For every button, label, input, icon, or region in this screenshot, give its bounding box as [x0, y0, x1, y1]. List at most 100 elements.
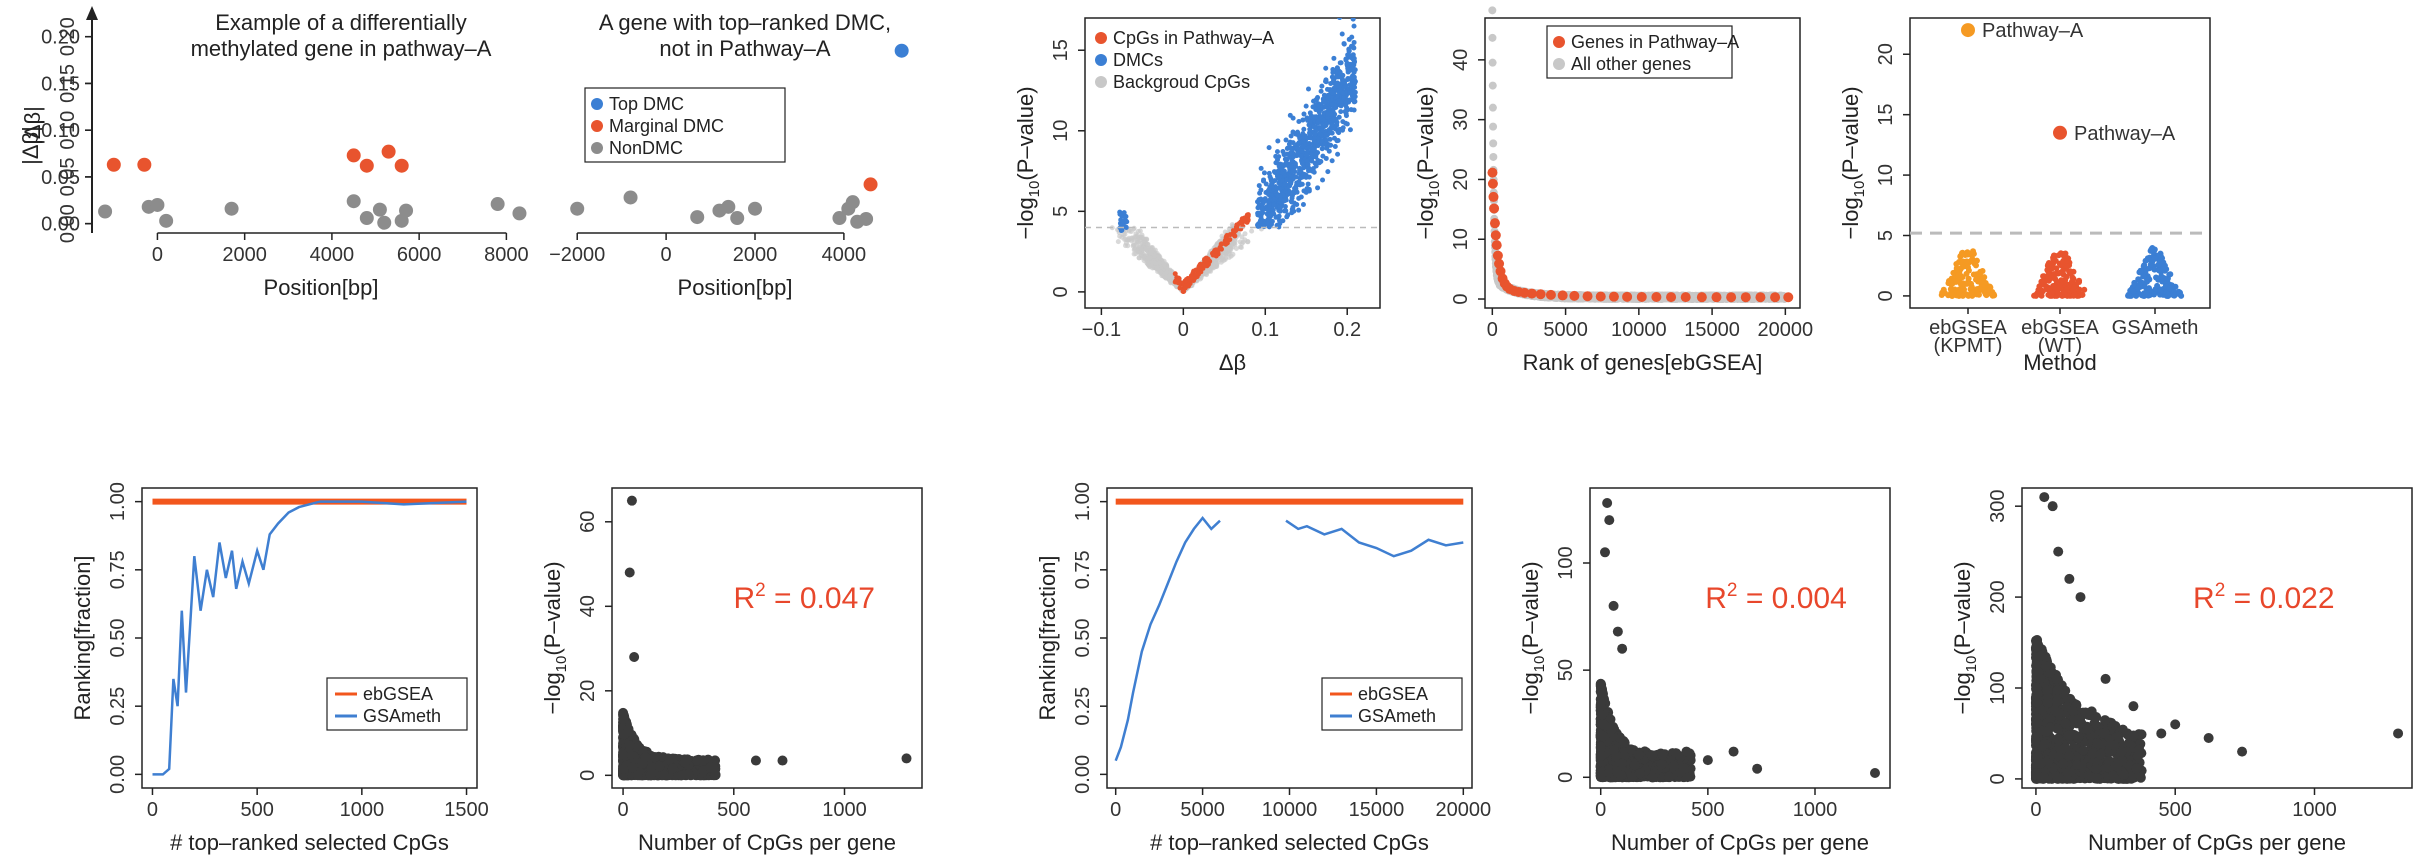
legend-label: DMCs: [1113, 50, 1163, 70]
dmc-point: [1329, 122, 1335, 128]
dmc-point: [1311, 138, 1317, 144]
violin-point: [1960, 280, 1967, 287]
dmc-point: [1320, 177, 1326, 183]
dmc-point: [1277, 204, 1283, 210]
dmc-point: [1330, 116, 1336, 122]
x-tick-label: 20000: [1758, 319, 1814, 341]
violin-point: [1977, 268, 1984, 275]
x-tick-label: 10000: [1611, 319, 1667, 341]
pathway-gene: [1726, 292, 1737, 303]
violin-point: [1959, 292, 1966, 299]
data-point: [159, 213, 174, 228]
violin-point: [2055, 291, 2062, 298]
data-point: [623, 190, 638, 205]
x-tick-label: 15000: [1684, 319, 1740, 341]
data-point: [98, 204, 113, 219]
pathway-cpg: [1245, 217, 1251, 223]
x-tick-label: 5000: [1543, 319, 1588, 341]
dmc-point: [1313, 106, 1319, 112]
data-point: [106, 157, 121, 172]
dmc-point: [1303, 103, 1309, 109]
pathway-cpg: [1205, 261, 1211, 267]
data-point: [150, 197, 165, 212]
dmc-point: [1349, 74, 1355, 80]
legend-swatch: [1553, 58, 1565, 70]
background-cpg: [1145, 255, 1151, 261]
violin-point: [1963, 258, 1970, 265]
background-cpg: [1242, 237, 1248, 243]
dmc-point: [1300, 138, 1306, 144]
data-point: [570, 201, 585, 216]
dmc-point: [1329, 74, 1335, 80]
dmc-point: [1313, 151, 1319, 157]
background-cpg: [1139, 234, 1145, 240]
x-tick-label: 4000: [822, 244, 867, 266]
other-gene: [1488, 81, 1497, 90]
dmc-point: [1335, 151, 1341, 157]
y-tick-label: 15: [1875, 104, 1897, 126]
background-cpg: [1150, 265, 1156, 271]
x-tick-label: 2000: [222, 244, 267, 266]
background-cpg: [1149, 260, 1155, 266]
violin-point: [2061, 289, 2068, 296]
data-point: [137, 157, 152, 172]
legend-swatch: [1095, 32, 1107, 44]
violin-point: [1940, 286, 1947, 293]
violin-point: [2063, 273, 2070, 280]
violin-point: [2061, 281, 2068, 288]
y-tick-label: 0.10: [57, 111, 79, 150]
legend-swatch: [591, 120, 603, 132]
y-tick-label: 5: [1875, 230, 1897, 241]
dmc-point: [1296, 207, 1302, 213]
dmc-point: [1332, 135, 1338, 141]
violin-point: [1955, 271, 1962, 278]
pathway-gene: [1696, 292, 1707, 303]
dmc-point: [1352, 94, 1358, 100]
violin-point: [2072, 281, 2079, 288]
dmc-point: [1286, 164, 1292, 170]
dmc-point: [1275, 138, 1281, 144]
pathway-gene: [1489, 203, 1500, 214]
dmc-point: [1287, 189, 1293, 195]
other-gene: [1488, 58, 1497, 67]
dmc-point: [1341, 41, 1347, 47]
data-point: [863, 177, 878, 192]
pathway-gene: [1526, 288, 1537, 299]
legend-swatch: [591, 142, 603, 154]
dmc-point: [1287, 180, 1293, 186]
dmc-point: [1338, 60, 1344, 66]
dmc-point: [1295, 132, 1301, 138]
background-cpg: [1210, 263, 1216, 269]
violin-point: [1949, 292, 1956, 299]
legend-label: All other genes: [1571, 54, 1691, 74]
data-point: [377, 215, 392, 230]
y-tick-label: 5: [1050, 206, 1072, 217]
data-point: [859, 211, 874, 226]
pathway-gene: [1488, 191, 1499, 202]
dmc-point: [1305, 181, 1311, 187]
data-point: [346, 194, 361, 209]
dmc-point: [1336, 114, 1342, 120]
violin-point: [2067, 268, 2074, 275]
panel-p5: 05101520Method−log10(P–value)ebGSEA(KPMT…: [1838, 17, 2211, 375]
pathway-cpg: [1244, 212, 1250, 218]
pathway-gene: [1711, 292, 1722, 303]
data-point: [394, 213, 409, 228]
pathway-gene: [1783, 292, 1794, 303]
dmc-point: [1323, 121, 1329, 127]
dmc-point: [1337, 99, 1343, 105]
pathway-cpg: [1197, 265, 1203, 271]
background-cpg: [1145, 242, 1151, 248]
legend-swatch: [1095, 76, 1107, 88]
background-cpg: [1115, 239, 1121, 245]
pathway-gene: [1535, 289, 1546, 300]
violin-point: [1968, 290, 1975, 297]
y-tick-label: 0: [1050, 286, 1072, 297]
dmc-point: [1290, 129, 1296, 135]
dmc-point: [1313, 97, 1319, 103]
dmc-point: [1344, 61, 1350, 67]
dmc-point: [1290, 115, 1296, 121]
pathway-cpg: [1188, 273, 1194, 279]
dmc-point: [1338, 103, 1344, 109]
background-cpg: [1237, 239, 1243, 245]
